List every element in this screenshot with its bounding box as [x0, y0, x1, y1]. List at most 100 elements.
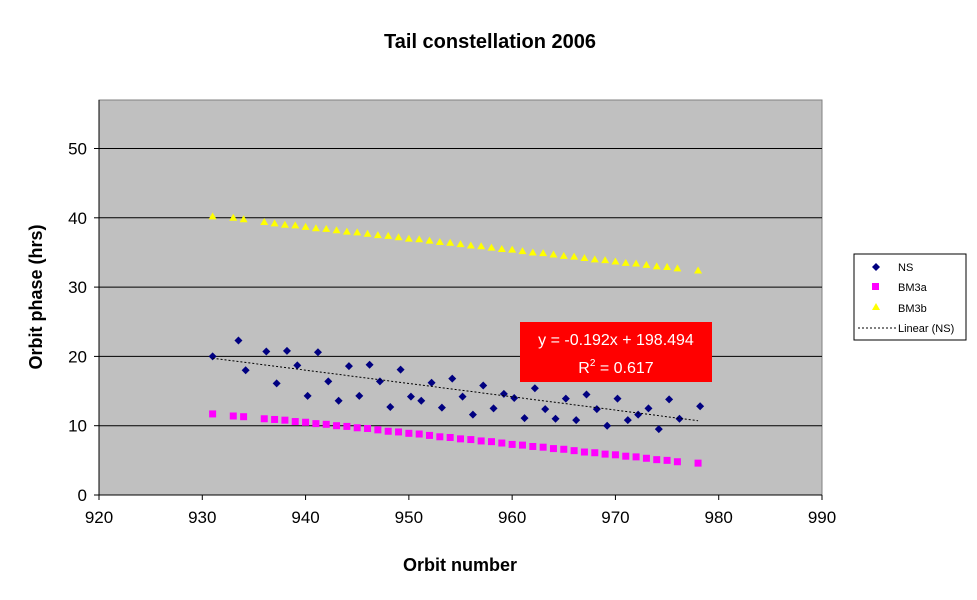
data-point-ns — [479, 381, 488, 390]
data-point-bm3b — [291, 221, 300, 229]
data-point-bm3b — [580, 254, 589, 261]
data-point-bm3b — [694, 266, 703, 274]
data-point-ns — [603, 421, 612, 430]
data-point-bm3a — [611, 451, 619, 459]
series-ns — [208, 336, 705, 434]
x-tick-label: 960 — [498, 508, 526, 527]
trendline-equation: y = -0.192x + 198.494 — [538, 332, 694, 349]
data-point-ns — [623, 416, 632, 425]
data-point-bm3b — [353, 228, 362, 236]
data-point-bm3b — [301, 222, 310, 230]
data-point-bm3a — [312, 420, 320, 428]
data-point-bm3a — [281, 416, 289, 424]
data-point-bm3a — [343, 422, 351, 430]
data-point-bm3a — [229, 412, 237, 420]
data-point-bm3b — [208, 212, 217, 220]
data-point-bm3b — [280, 220, 289, 228]
y-tick-label: 10 — [68, 417, 87, 436]
data-point-ns — [375, 377, 384, 386]
data-point-ns — [234, 336, 243, 345]
data-point-bm3a — [539, 443, 547, 451]
x-tick-label: 990 — [808, 508, 836, 527]
data-point-ns — [634, 410, 643, 419]
data-point-bm3b — [611, 257, 620, 265]
y-tick-label: 40 — [68, 209, 87, 228]
series-layer — [208, 212, 705, 467]
data-point-ns — [406, 392, 415, 401]
data-point-bm3a — [384, 427, 392, 435]
data-point-bm3b — [539, 249, 548, 257]
series-bm3b — [208, 212, 703, 274]
data-point-bm3b — [590, 255, 599, 263]
legend-label-bm3b: BM3b — [898, 303, 927, 315]
data-point-bm3a — [580, 448, 588, 456]
y-tick-label: 50 — [68, 140, 87, 159]
data-point-ns — [654, 425, 663, 434]
data-point-ns — [520, 414, 529, 423]
data-point-bm3b — [518, 247, 527, 255]
data-point-bm3a — [374, 426, 382, 434]
data-point-bm3b — [673, 264, 682, 272]
data-point-bm3b — [322, 224, 331, 232]
data-point-bm3b — [466, 241, 475, 249]
data-point-bm3b — [311, 224, 320, 232]
data-point-ns — [303, 391, 312, 400]
data-point-bm3a — [364, 424, 372, 432]
data-point-bm3b — [570, 252, 579, 260]
x-tick-label: 930 — [188, 508, 216, 527]
x-tick-label: 970 — [601, 508, 629, 527]
data-point-ns — [572, 416, 581, 425]
data-point-bm3b — [549, 250, 558, 258]
data-point-bm3a — [653, 456, 661, 464]
data-point-ns — [530, 384, 539, 393]
data-point-bm3a — [518, 441, 526, 449]
data-point-ns — [613, 394, 622, 403]
data-point-ns — [324, 377, 333, 386]
data-point-ns — [293, 361, 302, 370]
data-point-ns — [510, 393, 519, 402]
data-point-ns — [448, 374, 457, 383]
plot-area — [98, 99, 823, 496]
data-point-ns — [334, 396, 343, 405]
data-point-bm3b — [652, 262, 661, 270]
legend-box — [853, 253, 967, 341]
data-point-bm3b — [229, 213, 238, 221]
data-point-bm3b — [559, 251, 568, 259]
data-point-ns — [644, 404, 653, 413]
data-point-bm3a — [477, 437, 485, 445]
data-point-bm3a — [322, 420, 330, 428]
data-point-bm3a — [353, 424, 361, 432]
series-bm3a — [209, 410, 702, 467]
data-point-ns — [262, 347, 271, 356]
data-point-ns — [499, 389, 508, 398]
data-point-bm3b — [477, 242, 486, 250]
data-point-ns — [365, 360, 374, 369]
r-squared-exponent: 2 — [590, 358, 596, 369]
data-point-ns — [551, 414, 560, 423]
data-point-bm3b — [394, 233, 403, 241]
data-point-bm3b — [621, 258, 630, 266]
data-point-ns — [696, 402, 705, 411]
legend: NS BM3a BM3b Linear (NS) — [853, 253, 967, 341]
data-point-bm3b — [497, 244, 506, 252]
data-point-bm3a — [663, 456, 671, 464]
data-point-ns — [665, 395, 674, 404]
r-squared-label: R — [578, 360, 590, 377]
data-point-bm3a — [549, 445, 557, 453]
data-point-bm3a — [302, 418, 310, 426]
data-point-ns — [437, 403, 446, 412]
data-point-bm3a — [467, 436, 475, 444]
data-point-bm3a — [426, 431, 434, 439]
data-point-bm3a — [395, 428, 403, 436]
plot-background — [98, 99, 823, 496]
data-point-ns — [396, 365, 405, 374]
x-axis: 920 930 940 950 960 970 980 990 — [85, 494, 836, 527]
data-point-bm3a — [209, 410, 217, 418]
data-point-bm3b — [487, 243, 496, 251]
data-point-ns — [582, 390, 591, 399]
data-point-bm3a — [446, 433, 454, 441]
data-point-bm3a — [436, 433, 444, 441]
data-point-bm3b — [663, 263, 672, 271]
data-point-ns — [489, 404, 498, 413]
x-tick-label: 950 — [395, 508, 423, 527]
